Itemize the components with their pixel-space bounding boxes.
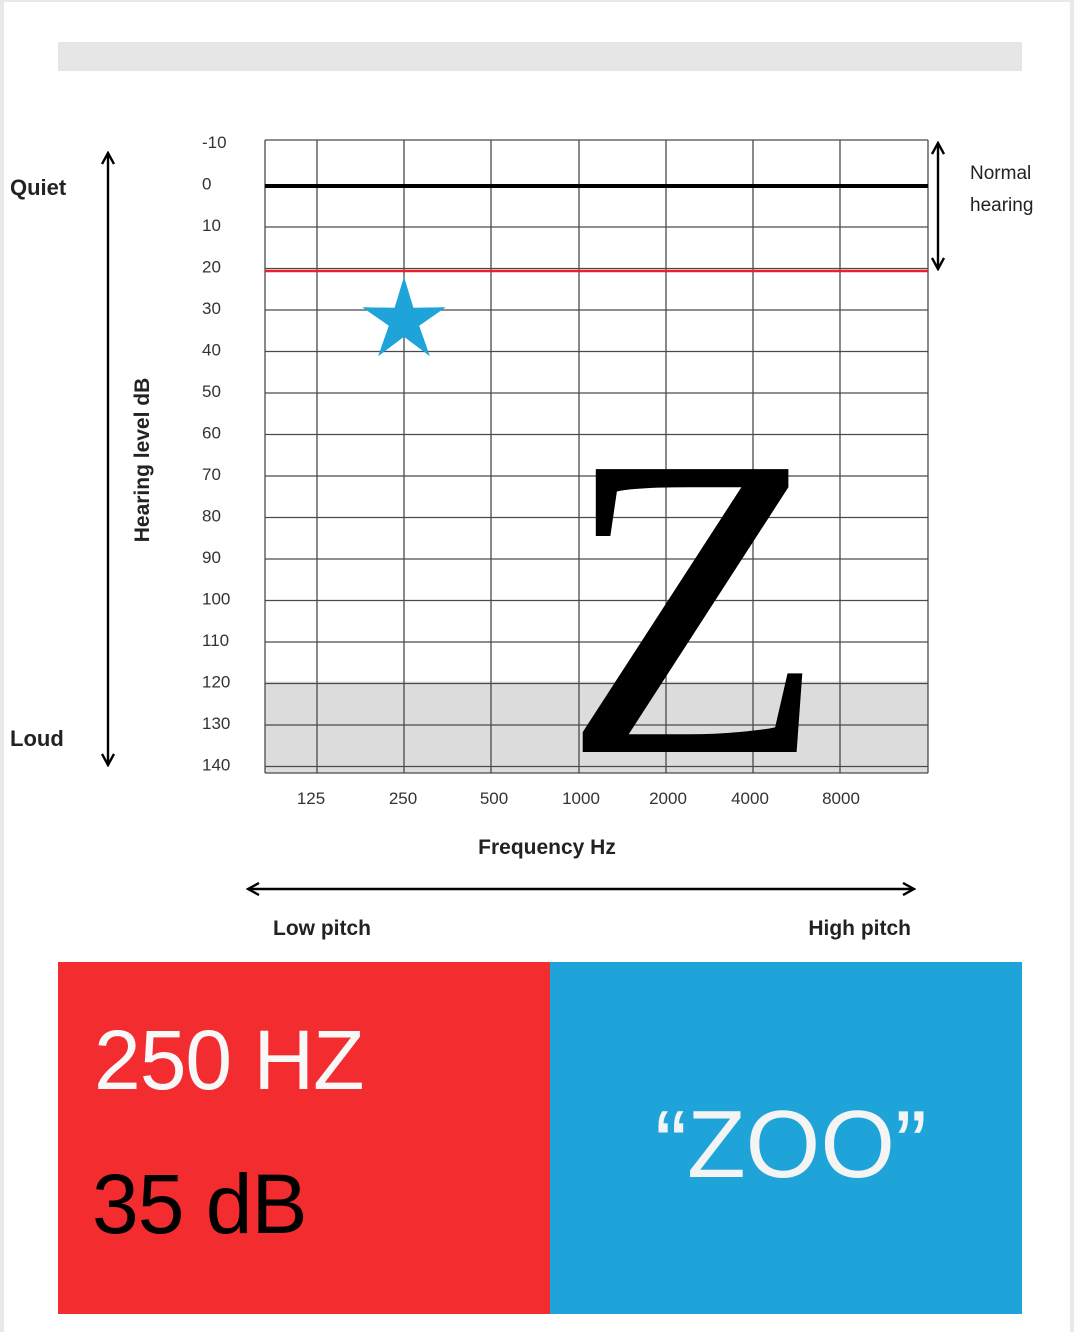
top-bar [58,42,1022,71]
word-panel [550,962,1022,1314]
y-axis-label: Hearing level dB [131,378,154,543]
high-pitch-label: High pitch [808,917,911,940]
x-tick-label: 500 [480,789,508,808]
y-tick-label: 10 [202,216,221,235]
x-tick-label: 250 [389,789,417,808]
audiogram-chart: -10 0 10 20 30 40 50 60 70 80 90 100 110 120 130 140 125… [10,133,1033,940]
y-tick-label: -10 [202,133,227,152]
y-tick-label: 110 [202,631,229,650]
frequency-value: 250 HZ [94,1013,364,1107]
data-point-star [362,276,446,357]
phoneme-letter-z: Z [562,368,826,846]
y-tick-label: 40 [202,341,221,360]
normal-hearing-label-line1: Normal [970,163,1031,184]
example-word: “ZOO” [655,1091,927,1198]
loud-label: Loud [10,726,64,751]
quiet-label: Quiet [10,175,67,200]
y-tick-label: 30 [202,299,221,318]
frequency-level-panel [58,962,550,1314]
y-tick-label: 0 [202,175,211,194]
x-tick-label: 1000 [562,789,600,808]
y-tick-label: 130 [202,714,230,733]
y-tick-label: 20 [202,258,221,277]
shaded-region [265,681,928,773]
y-tick-label: 140 [202,756,230,775]
x-tick-label: 125 [297,789,325,808]
x-tick-label: 4000 [731,789,769,808]
y-tick-label: 60 [202,424,221,443]
x-tick-label: 2000 [649,789,687,808]
y-tick-label: 80 [202,507,221,526]
x-axis-label: Frequency Hz [478,836,616,859]
y-tick-label: 100 [202,590,230,609]
x-tick-label: 8000 [822,789,860,808]
y-tick-label: 70 [202,465,221,484]
y-tick-label: 90 [202,548,221,567]
normal-hearing-label-line2: hearing [970,195,1033,216]
low-pitch-label: Low pitch [273,917,371,940]
y-tick-label: 50 [202,382,221,401]
y-tick-label: 120 [202,673,230,692]
level-value: 35 dB [92,1157,308,1251]
